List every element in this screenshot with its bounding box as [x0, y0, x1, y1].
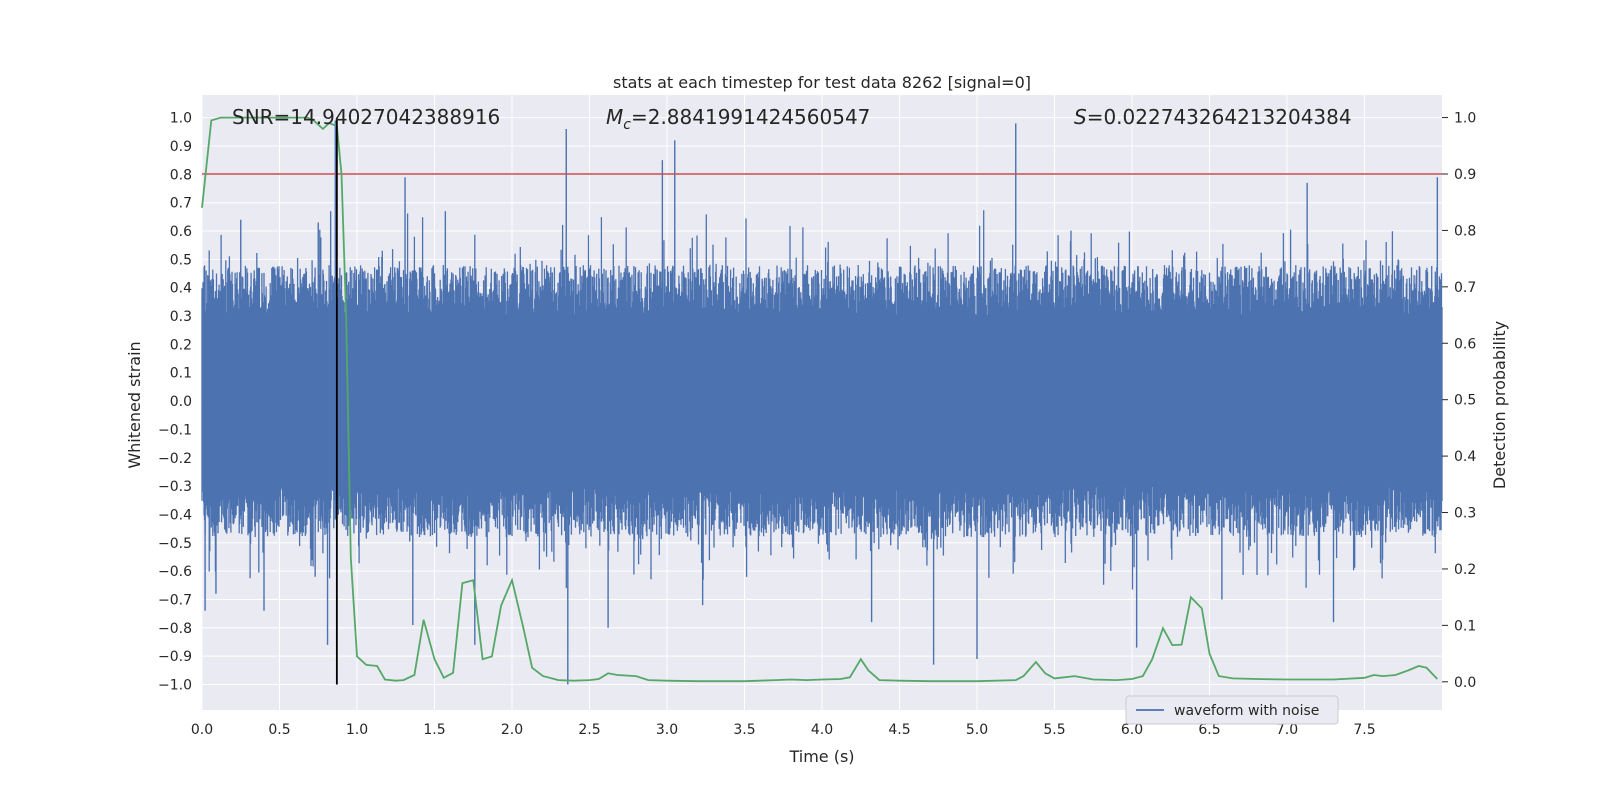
- y-left-tick-label: −1.0: [158, 677, 192, 693]
- y-right-tick-label: 0.8: [1454, 223, 1476, 239]
- y-right-tick-label: 0.5: [1454, 393, 1476, 409]
- chart-title: stats at each timestep for test data 826…: [613, 73, 1031, 92]
- x-tick-label: 1.5: [423, 722, 445, 738]
- y-left-tick-label: −0.9: [158, 649, 192, 665]
- snr-annotation: SNR=14.94027042388916: [232, 105, 500, 129]
- y-right-tick-label: 0.0: [1454, 675, 1476, 691]
- y-left-tick-label: 0.5: [170, 252, 192, 268]
- x-tick-label: 6.0: [1121, 722, 1143, 738]
- y-left-tick-label: −0.1: [158, 422, 192, 438]
- y-left-tick-label: −0.3: [158, 479, 192, 495]
- x-tick-label: 3.0: [656, 722, 678, 738]
- y-left-tick-label: 0.3: [170, 309, 192, 325]
- y-left-tick-label: −0.5: [158, 536, 192, 552]
- waveform-series: [201, 120, 1443, 685]
- probability-series: [201, 116, 1438, 683]
- y-right-axis-label: Detection probability: [1490, 321, 1509, 489]
- x-tick-label: 2.5: [578, 722, 600, 738]
- x-tick-label: 0.5: [268, 722, 290, 738]
- y-left-tick-label: 0.4: [170, 281, 192, 297]
- x-tick-label: 3.5: [733, 722, 755, 738]
- x-tick-label: 7.5: [1353, 722, 1375, 738]
- y-left-axis-label: Whitened strain: [125, 341, 144, 468]
- y-left-tick-label: 0.7: [170, 196, 192, 212]
- y-right-tick-label: 0.9: [1454, 167, 1476, 183]
- legend-box: [1125, 695, 1339, 725]
- s-annotation: S=0.022743264213204384: [1074, 105, 1352, 129]
- x-tick-label: 1.0: [346, 722, 368, 738]
- x-tick-label: 7.0: [1276, 722, 1298, 738]
- x-tick-label: 6.5: [1198, 722, 1220, 738]
- y-left-tick-label: 1.0: [170, 111, 192, 127]
- y-left-tick-label: −0.7: [158, 592, 192, 608]
- y-left-tick-label: 0.6: [170, 224, 192, 240]
- s-symbol: S: [1074, 105, 1087, 129]
- waveform-core: [202, 321, 1442, 481]
- y-right-ticks: 1.0 0.9 0.8 0.7 0.6 0.5 0.4 0.3 0.2 0.1 0.0: [1442, 111, 1476, 691]
- x-tick-label: 5.5: [1043, 722, 1065, 738]
- y-left-tick-label: 0.9: [170, 139, 192, 155]
- y-right-tick-label: 0.1: [1454, 618, 1476, 634]
- mc-symbol: M: [606, 105, 623, 129]
- y-left-tick-label: −0.4: [158, 507, 192, 523]
- mc-annotation: Mc=2.8841991424560547: [606, 105, 870, 133]
- y-right-tick-label: 0.6: [1454, 336, 1476, 352]
- y-right-tick-label: 0.4: [1454, 449, 1476, 465]
- y-left-ticks: 1.0 0.9 0.8 0.7 0.6 0.5 0.4 0.3 0.2 0.1 0.0 −0.1 −0.…: [158, 111, 192, 694]
- x-axis-label: Time (s): [788, 747, 854, 766]
- y-left-tick-label: 0.1: [170, 366, 192, 382]
- mc-value: =2.8841991424560547: [631, 105, 870, 129]
- x-tick-label: 4.0: [811, 722, 833, 738]
- y-left-tick-label: 0.0: [170, 394, 192, 410]
- y-left-tick-label: −0.8: [158, 621, 192, 637]
- y-left-tick-label: 0.8: [170, 167, 192, 183]
- x-tick-label: 5.0: [966, 722, 988, 738]
- legend: waveform with noise: [1125, 695, 1339, 725]
- y-right-tick-label: 0.7: [1454, 280, 1476, 296]
- y-left-tick-label: −0.2: [158, 451, 192, 467]
- y-left-tick-label: 0.2: [170, 337, 192, 353]
- y-right-tick-label: 1.0: [1454, 111, 1476, 127]
- x-tick-label: 4.5: [888, 722, 910, 738]
- mc-subscript: c: [623, 117, 631, 133]
- x-tick-label: 0.0: [191, 722, 213, 738]
- legend-label: waveform with noise: [1174, 703, 1319, 719]
- y-right-tick-label: 0.2: [1454, 562, 1476, 578]
- s-value: =0.022743264213204384: [1087, 105, 1352, 129]
- y-left-tick-label: −0.6: [158, 564, 192, 580]
- x-tick-label: 2.0: [501, 722, 523, 738]
- y-right-tick-label: 0.3: [1454, 506, 1476, 522]
- x-ticks: 0.0 0.5 1.0 1.5 2.0 2.5 3.0 3.5 4.0 4.5 5.0 5.5 6.0 6…: [191, 722, 1376, 738]
